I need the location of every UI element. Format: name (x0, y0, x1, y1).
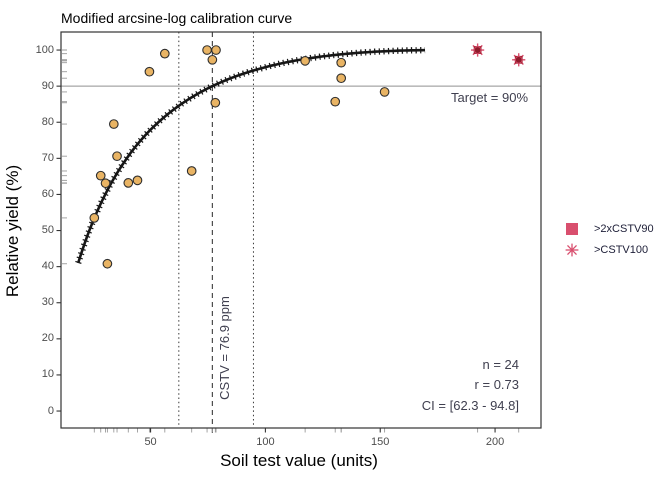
x-tick-label: 200 (485, 436, 505, 448)
data-point (211, 45, 221, 55)
stat-ci: CI = [62.3 - 94.8] (421, 398, 519, 413)
y-tick-label: 100 (35, 43, 54, 56)
data-point (95, 170, 106, 181)
x-tick-label: 150 (371, 436, 390, 448)
y-tick-label: 20 (41, 332, 54, 345)
stat-n: n = 24 (482, 357, 519, 372)
cstv-annotation: CSTV = 76.9 ppm (217, 296, 232, 400)
data-point (207, 54, 218, 65)
flagged-point-core (515, 56, 523, 64)
x-axis-title: Soil test value (units) (220, 451, 378, 470)
flagged-point-core (473, 46, 482, 54)
data-point (123, 178, 134, 188)
fit-curve-texture (75, 46, 426, 264)
data-point (202, 45, 212, 55)
asterisk-glyph (565, 243, 579, 256)
data-point (379, 87, 390, 97)
y-tick-label: 70 (41, 151, 54, 164)
y-tick-label: 40 (41, 260, 54, 273)
data-point (144, 66, 155, 77)
y-tick-label: 50 (41, 224, 54, 237)
y-tick-label: 0 (47, 404, 54, 417)
legend-label: >CSTV100 (594, 243, 649, 256)
data-point (300, 56, 310, 66)
legend-item-2xcstv90: >2xCSTV90 (562, 218, 654, 239)
y-tick-label: 30 (41, 296, 54, 309)
filled-square-glyph (566, 222, 578, 235)
legend-item-cstv100: >CSTV100 (562, 239, 654, 260)
y-tick-label: 80 (41, 115, 54, 128)
asterisk-icon (562, 240, 582, 260)
y-tick-label: 60 (41, 187, 54, 200)
data-point (112, 151, 122, 162)
target-annotation: Target = 90% (451, 90, 528, 105)
data-point (336, 57, 347, 68)
y-tick-label: 10 (41, 368, 54, 381)
data-point (186, 166, 197, 176)
fit-curve (76, 48, 426, 264)
legend-label: >2xCSTV90 (594, 222, 654, 235)
filled-square-icon (562, 219, 582, 239)
data-point (89, 213, 100, 223)
data-point (159, 48, 170, 59)
x-tick-label: 50 (144, 436, 157, 448)
legend: >2xCSTV90 >CSTV100 (562, 218, 654, 260)
data-point (102, 258, 113, 269)
data-point (108, 119, 119, 129)
y-tick-label: 90 (41, 79, 54, 92)
data-point (336, 73, 347, 84)
stat-r: r = 0.73 (474, 377, 519, 392)
data-point (132, 175, 143, 186)
x-tick-label: 100 (256, 436, 275, 448)
data-point (330, 96, 341, 107)
chart-title: Modified arcsine-log calibration curve (61, 10, 293, 26)
data-point (210, 97, 221, 108)
data-point (100, 178, 111, 189)
